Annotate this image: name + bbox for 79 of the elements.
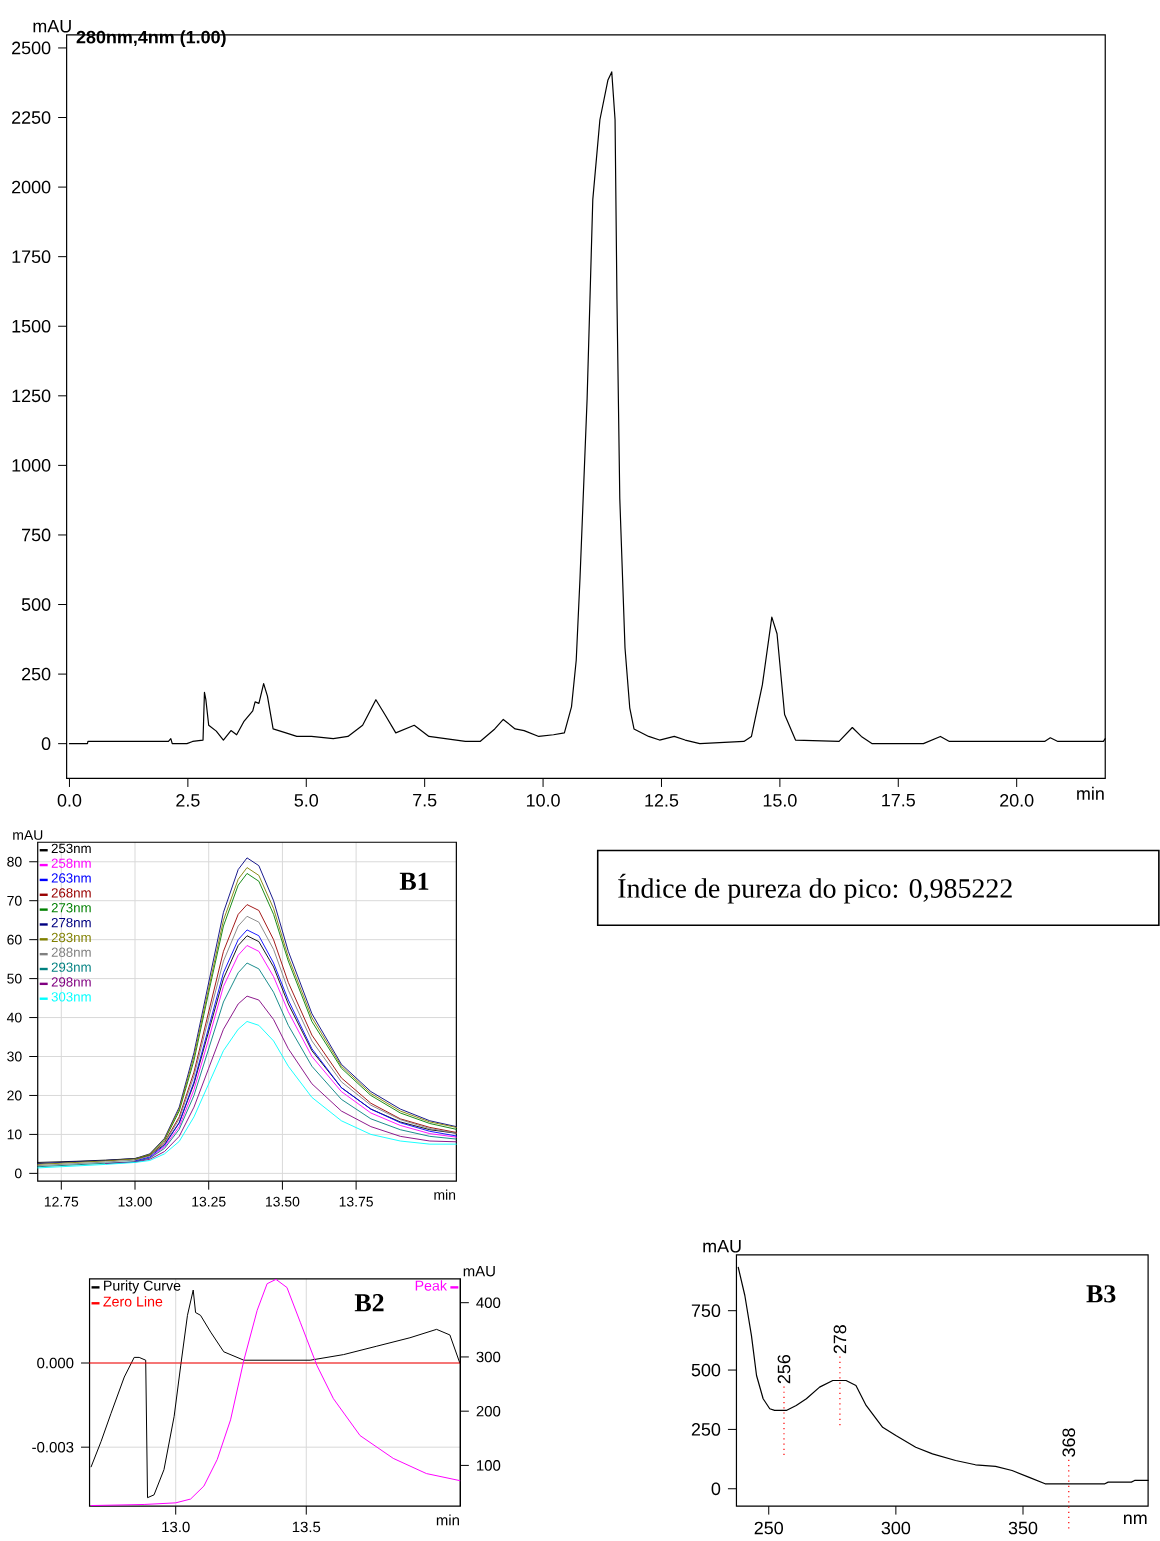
x-tick-label: 5.0 <box>294 794 319 807</box>
legend-label: 278nm <box>51 917 91 928</box>
y2-tick-label: 200 <box>476 1405 501 1417</box>
y-tick-label: 20 <box>7 1090 22 1101</box>
x-tick-label: 13.75 <box>339 1196 373 1207</box>
y-tick-label: 1500 <box>12 319 51 333</box>
annotation: B3 <box>1086 1285 1116 1303</box>
x-tick-label: 350 <box>1008 1521 1038 1535</box>
x-tick-label: 300 <box>881 1521 911 1535</box>
x-tick-label: 10.0 <box>526 794 560 807</box>
y-tick-label: -0.003 <box>32 1441 74 1453</box>
annotation: 256 <box>777 1354 791 1384</box>
x-tick-label: 7.5 <box>413 794 437 807</box>
legend-label: 253nm <box>51 843 91 854</box>
legend-label: 303nm <box>51 992 91 1002</box>
y-tick-label: 500 <box>691 1363 721 1377</box>
y-tick-label: 2000 <box>12 180 51 194</box>
y-tick-label: 50 <box>7 973 22 984</box>
y-tick-label: 0 <box>41 737 51 751</box>
x-axis-title: min <box>1077 786 1104 800</box>
legend-label: 268nm <box>51 888 91 898</box>
x-tick-label: 2.5 <box>176 794 200 807</box>
annotation: 278 <box>833 1325 847 1354</box>
x-tick-label: 17.5 <box>882 794 915 807</box>
y2-axis-title: mAU <box>463 1266 495 1277</box>
y-tick-label: 30 <box>7 1051 22 1062</box>
x-tick-label: 13.0 <box>162 1521 190 1533</box>
x-tick-label: 12.75 <box>44 1196 79 1207</box>
y-tick-label: 2250 <box>12 111 51 124</box>
y-tick-label: 250 <box>691 1423 721 1436</box>
y-tick-label: 1750 <box>12 250 51 264</box>
y-tick-label: 40 <box>6 1012 22 1023</box>
x-tick-label: 13.5 <box>292 1521 321 1533</box>
x-tick-label: 0.0 <box>57 794 82 807</box>
x-tick-label: 250 <box>754 1521 783 1535</box>
legend-label: 263nm <box>51 873 91 883</box>
y-tick-label: 0.000 <box>37 1357 74 1369</box>
annotation: 368 <box>1062 1428 1076 1457</box>
y-tick-label: 70 <box>7 895 22 906</box>
y-tick-label: 750 <box>691 1304 721 1318</box>
y-tick-label: 500 <box>21 598 51 611</box>
y2-tick-label: 300 <box>476 1351 501 1363</box>
legend-label: 283nm <box>51 932 91 943</box>
y-tick-label: 0 <box>711 1482 721 1496</box>
y-tick-label: 750 <box>22 528 51 542</box>
y-axis-title: mAU <box>13 830 43 840</box>
y-tick-label: 250 <box>22 667 51 681</box>
chart-title: 280nm,4nm (1.00) <box>76 30 226 48</box>
y-axis-title: mAU <box>703 1239 741 1253</box>
text: Peak <box>415 1280 447 1291</box>
x-axis-title: nm <box>1123 1514 1147 1525</box>
x-tick-label: 12.5 <box>645 794 679 807</box>
y-tick-label: 1250 <box>12 389 51 403</box>
legend-label: 258nm <box>51 858 91 868</box>
y-tick-label: 80 <box>7 856 22 867</box>
y-tick-label: 1000 <box>12 459 51 472</box>
x-tick-label: 13.00 <box>118 1196 152 1207</box>
legend-label: 293nm <box>51 962 91 972</box>
x-tick-label: 15.0 <box>763 794 797 807</box>
y-tick-label: 10 <box>7 1129 22 1140</box>
y-tick-label: 0 <box>14 1168 22 1179</box>
x-axis-title: min <box>436 1514 459 1526</box>
annotation: B2 <box>354 1294 384 1312</box>
y2-tick-label: 100 <box>476 1460 501 1471</box>
y-tick-label: 2500 <box>12 41 51 55</box>
text: Índice de pureza do pico: 0,985222 <box>618 873 1012 904</box>
x-axis-title: min <box>434 1189 456 1200</box>
y-tick-label: 60 <box>7 934 22 945</box>
legend-label: Purity Curve <box>104 1280 181 1294</box>
y2-tick-label: 400 <box>476 1297 501 1308</box>
legend-label: 273nm <box>51 903 91 913</box>
legend-label: 288nm <box>51 947 91 957</box>
y-axis-title: mAU <box>33 19 71 33</box>
annotation: B1 <box>399 872 429 890</box>
legend-label: Zero Line <box>103 1296 163 1307</box>
x-tick-label: 13.25 <box>192 1196 226 1207</box>
x-tick-label: 20.0 <box>1000 794 1034 807</box>
legend-label: 298nm <box>51 977 91 987</box>
x-tick-label: 13.50 <box>265 1196 300 1207</box>
